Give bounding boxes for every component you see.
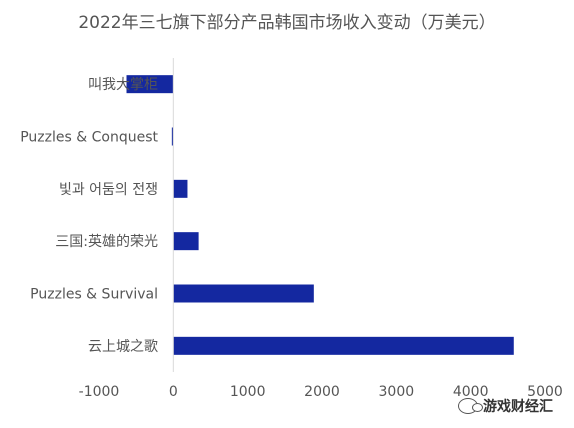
category-label-3: 三国:英雄的荣光 <box>55 233 158 250</box>
wechat-icon <box>458 398 483 414</box>
bar-3 <box>173 232 199 251</box>
x-tick-label-3: 2000 <box>304 384 340 400</box>
bar-2 <box>173 179 188 198</box>
bar-4 <box>173 284 314 303</box>
x-tick-label-6: 5000 <box>527 384 563 400</box>
x-tick-label-1: 0 <box>169 384 178 400</box>
bar-1 <box>171 127 174 146</box>
watermark: 游戏财经汇 <box>458 396 553 416</box>
x-tick-label-4: 3000 <box>379 384 415 400</box>
bar-0 <box>126 75 174 94</box>
x-tick-label-0: -1000 <box>79 384 120 400</box>
category-label-4: Puzzles & Survival <box>30 287 158 303</box>
x-tick-label-5: 4000 <box>453 384 489 400</box>
category-label-1: Puzzles & Conquest <box>20 130 158 146</box>
chart-title: 2022年三七旗下部分产品韩国市场收入变动（万美元） <box>78 13 496 33</box>
category-label-2: 빛과 어둠의 전쟁 <box>59 182 158 198</box>
category-label-0: 叫我大掌柜 <box>88 77 158 93</box>
watermark-text: 游戏财经汇 <box>483 399 553 415</box>
bar-5 <box>173 336 514 355</box>
category-label-5: 云上城之歌 <box>88 339 158 355</box>
x-tick-label-2: 1000 <box>230 384 266 400</box>
